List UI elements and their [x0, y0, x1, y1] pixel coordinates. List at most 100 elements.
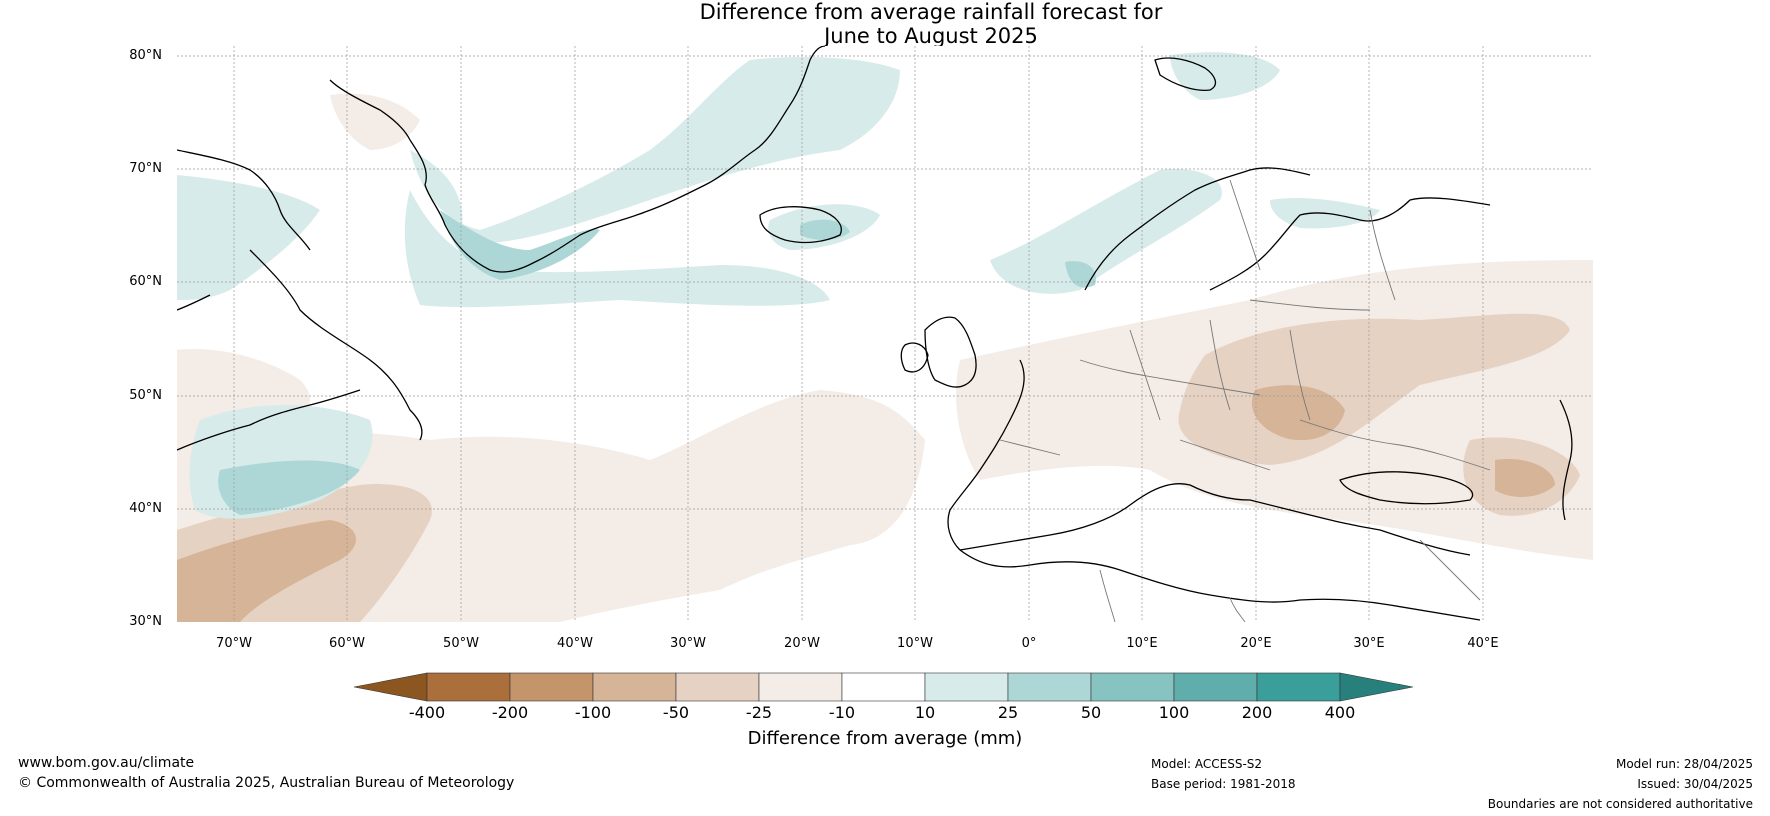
lon-label-0: 0° — [1021, 636, 1037, 651]
lon-label-10w: 10°W — [897, 636, 933, 651]
anomaly-wet-light-norway — [990, 169, 1222, 294]
colorbar-segment — [1090, 672, 1175, 702]
lat-label-50n: 50°N — [129, 388, 162, 403]
colorbar-segment — [426, 672, 511, 702]
footer-model-run: Model run: 28/04/2025 — [1615, 757, 1753, 771]
lon-label-60w: 60°W — [329, 636, 365, 651]
anomaly-wet-light-baffin — [177, 175, 320, 300]
colorbar-segment — [924, 672, 1009, 702]
coastline-ellesmere — [329, 79, 411, 141]
border-central-europe-4 — [1289, 329, 1311, 421]
coastline-baffin — [177, 149, 311, 251]
anomaly-dry-dark-caucasus — [1495, 459, 1555, 497]
border-france-spain — [999, 439, 1061, 456]
footer-issued: Issued: 30/04/2025 — [1637, 777, 1753, 791]
colorbar-segment — [509, 672, 594, 702]
lon-label-50w: 50°W — [443, 636, 479, 651]
coastline-norway — [1084, 167, 1311, 291]
colorbar-arrow-high — [1339, 672, 1414, 702]
coastline-north-america-east — [177, 389, 361, 451]
border-north-africa-2 — [1229, 597, 1246, 622]
border-balkans — [1179, 439, 1271, 471]
map-gridlines — [177, 46, 1593, 622]
lat-label-40n: 40°N — [129, 501, 162, 516]
map-title: Difference from average rainfall forecas… — [0, 0, 1770, 48]
colorbar-segment — [1256, 672, 1341, 702]
coastline-caspian — [1559, 399, 1573, 521]
coastline-iceland — [759, 206, 842, 244]
anomaly-wet-medium-norway — [1065, 261, 1096, 288]
colorbar-tick-label: -25 — [745, 703, 773, 722]
border-baltic — [1249, 299, 1371, 311]
rainfall-anomaly-shading — [177, 46, 1593, 622]
border-middle-east — [1419, 539, 1481, 601]
colorbar-segment — [675, 672, 760, 702]
colorbar-segment — [1173, 672, 1258, 702]
coastline-scandinavia-east — [1209, 197, 1491, 291]
colorbar-tick-label: 25 — [997, 703, 1019, 722]
colorbar-title: Difference from average (mm) — [747, 728, 1023, 749]
lat-label-30n: 30°N — [129, 614, 162, 629]
colorbar-tick-label: -200 — [491, 703, 529, 722]
footer-disclaimer: Boundaries are not considered authoritat… — [1487, 797, 1753, 811]
lon-label-20w: 20°W — [784, 636, 820, 651]
colorbar-tick-label: -10 — [828, 703, 856, 722]
colorbar-tick-label: 10 — [914, 703, 936, 722]
coastline-black-sea — [1339, 471, 1474, 505]
coastline-labrador — [249, 249, 423, 441]
anomaly-dry-dark-carpathians — [1251, 385, 1345, 441]
lat-label-60n: 60°N — [129, 274, 162, 289]
colorbar-segment — [758, 672, 843, 702]
lat-label-80n: 80°N — [129, 48, 162, 63]
border-north-africa-1 — [1099, 569, 1116, 622]
footer-website: www.bom.gov.au/climate — [18, 755, 195, 771]
lon-label-40e: 40°E — [1467, 636, 1499, 651]
colorbar — [353, 672, 1414, 702]
colorbar-segment — [592, 672, 677, 702]
coastlines — [177, 46, 1573, 621]
anomaly-wet-light-greenland-sea — [410, 57, 900, 243]
coastline-west-europe — [947, 359, 1025, 551]
coastline-ireland — [900, 342, 929, 373]
coastline-greenland — [409, 46, 826, 273]
border-finland-russia — [1369, 209, 1396, 301]
lon-label-40w: 40°W — [557, 636, 593, 651]
anomaly-wet-medium-greenland — [440, 210, 600, 280]
colorbar-tick-label: -400 — [408, 703, 446, 722]
anomaly-dry-dark-sw — [177, 520, 357, 622]
border-central-europe-1 — [1079, 359, 1261, 396]
colorbar-tick-label: 400 — [1324, 703, 1356, 722]
coastline-north-africa — [959, 549, 1481, 621]
colorbar-tick-label: 50 — [1080, 703, 1102, 722]
lon-label-70w: 70°W — [216, 636, 252, 651]
anomaly-dry-light-greenland — [330, 93, 420, 150]
footer-copyright: © Commonwealth of Australia 2025, Austra… — [18, 775, 515, 791]
colorbar-segment — [841, 672, 926, 702]
colorbar-tick-label: 200 — [1241, 703, 1273, 722]
lon-label-30w: 30°W — [670, 636, 706, 651]
lon-label-10e: 10°E — [1126, 636, 1158, 651]
border-central-europe-3 — [1209, 319, 1231, 411]
border-east-europe — [1299, 419, 1491, 471]
coastline-uk — [924, 316, 977, 388]
border-central-europe-2 — [1129, 329, 1161, 421]
border-scandinavia — [1229, 179, 1261, 271]
lon-label-20e: 20°E — [1240, 636, 1272, 651]
map-title-line1: Difference from average rainfall forecas… — [699, 0, 1163, 24]
coastline-hudson — [177, 294, 211, 311]
coastline-mediterranean — [959, 483, 1471, 556]
map-title-line2: June to August 2025 — [824, 24, 1038, 48]
footer-model: Model: ACCESS-S2 — [1151, 757, 1263, 771]
colorbar-arrow-low — [353, 672, 428, 702]
anomaly-wet-medium-newfoundland — [218, 460, 360, 515]
colorbar-tick-label: -50 — [662, 703, 690, 722]
coastline-svalbard — [1154, 57, 1217, 91]
colorbar-tick-label: -100 — [574, 703, 612, 722]
colorbar-tick-label: 100 — [1158, 703, 1190, 722]
colorbar-segment — [1007, 672, 1092, 702]
lon-label-30e: 30°E — [1353, 636, 1385, 651]
footer-base-period: Base period: 1981-2018 — [1151, 777, 1296, 791]
anomaly-wet-medium-iceland — [800, 219, 850, 240]
country-borders — [999, 179, 1491, 622]
